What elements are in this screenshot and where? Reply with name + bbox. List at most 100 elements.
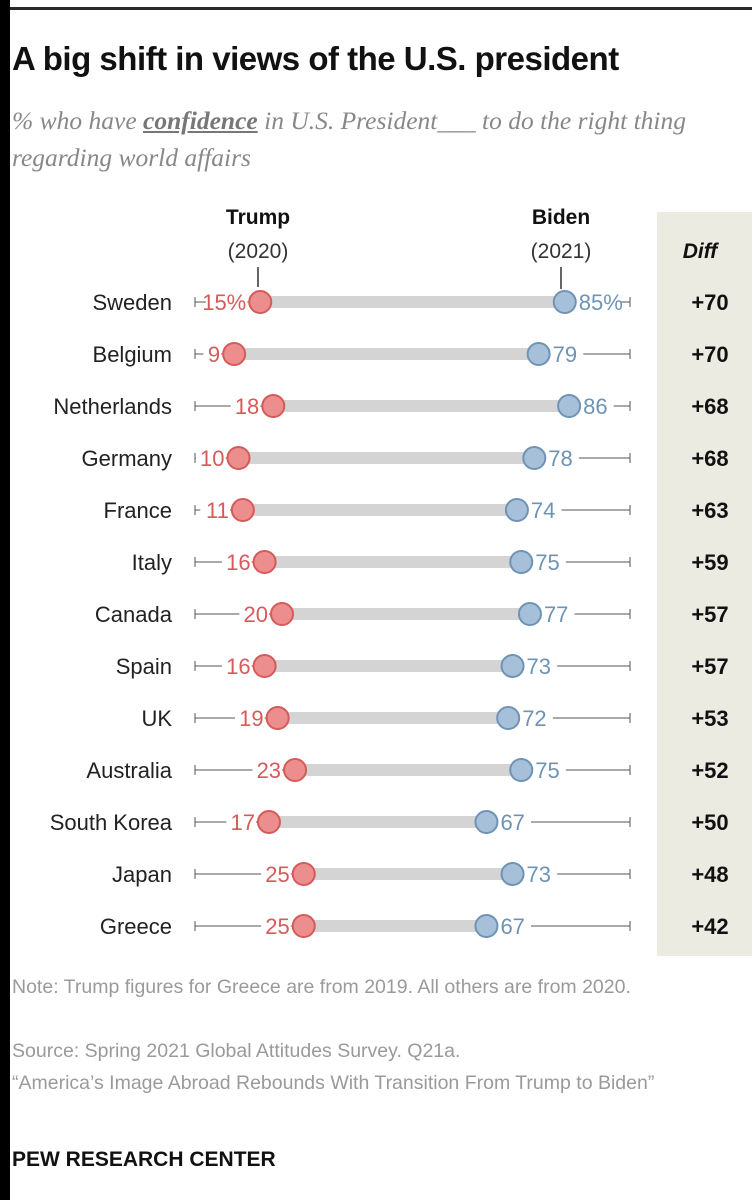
diff-value: +70 [691,290,728,315]
label-mask [580,393,614,419]
country-label: UK [141,706,172,731]
biden-value-label: 75 [535,550,559,575]
pew-research-center-logo-text: PEW RESEARCH CENTER [12,1148,276,1171]
biden-value-label: 85% [579,290,623,315]
trump-dot [252,550,277,574]
subtitle-before: % who have [12,106,144,135]
biden-header-year: (2021) [531,240,592,263]
trump-value-label: 18 [235,394,259,419]
range-bar [273,400,570,412]
country-label: Spain [116,654,172,679]
chart-rows: Sweden 15% 85% +70 Belgium 9 79 +70 Netherlands 1… [50,289,729,939]
biden-value-label: 79 [553,342,577,367]
label-mask [261,913,291,939]
diff-value: +52 [691,758,728,783]
range-bar [282,608,530,620]
subtitle-after: in U.S. President___ to do the right thi… [12,106,687,172]
label-mask [195,445,226,471]
biden-value-label: 73 [527,862,551,887]
trump-value-label: 11 [206,498,229,523]
range-bar [264,556,522,568]
label-mask [532,757,566,783]
diff-value: +68 [691,394,728,419]
trump-value-label: 10 [200,446,224,471]
biden-header-name: Biden [532,206,590,229]
range-bar [264,660,513,672]
label-mask [527,497,562,523]
country-label: Canada [95,602,173,627]
trump-value-label: 25 [265,914,289,939]
country-label: Italy [132,550,172,575]
trump-dot [265,706,290,730]
country-label: Japan [112,862,172,887]
biden-dot [557,394,582,418]
label-mask [222,549,252,575]
country-label: Germany [82,446,172,471]
trump-value-label: 17 [230,810,254,835]
trump-value-label: 23 [257,758,281,783]
biden-dot [474,914,499,938]
trump-value-label: 15% [202,290,246,315]
biden-dot [474,810,499,834]
range-bar [234,348,539,360]
report-title-note: “America’s Image Abroad Rebounds With Tr… [12,1072,655,1094]
label-mask [523,653,558,679]
chart-subtitle: % who have confidence in U.S. President_… [12,102,742,176]
trump-dot [283,758,308,782]
source-note: Source: Spring 2021 Global Attitudes Sur… [12,1040,461,1062]
diff-value: +48 [691,862,728,887]
biden-dot [526,342,551,366]
range-bar [268,816,487,828]
country-label: Belgium [93,342,172,367]
top-rule [10,7,752,10]
label-mask [545,445,579,471]
trump-dot [291,914,316,938]
diff-value: +63 [691,498,728,523]
biden-value-label: 67 [500,810,524,835]
biden-dot [509,758,534,782]
biden-dot [500,862,525,886]
country-label: Greece [100,914,172,939]
diff-value: +57 [691,654,728,679]
biden-value-label: 72 [522,706,546,731]
label-mask [523,861,558,887]
biden-value-label: 75 [535,758,559,783]
biden-value-label: 86 [583,394,607,419]
biden-dot [496,706,521,730]
trump-value-label: 16 [226,654,250,679]
label-mask [252,757,283,783]
biden-value-label: 67 [500,914,524,939]
range-bar [242,504,517,516]
label-mask [235,705,265,731]
trump-dot [222,342,247,366]
range-bar [303,868,513,880]
diff-value: +57 [691,602,728,627]
label-mask [519,705,553,731]
trump-dot [291,862,316,886]
trump-value-label: 19 [239,706,263,731]
label-mask [205,289,248,315]
label-mask [203,341,222,367]
label-mask [497,809,532,835]
diff-value: +42 [691,914,728,939]
trump-dot [256,810,281,834]
biden-dot [509,550,534,574]
diff-value: +68 [691,446,728,471]
label-mask [222,653,252,679]
label-mask [261,861,291,887]
trump-dot [248,290,273,314]
footnote: Note: Trump figures for Greece are from … [12,976,631,998]
biden-dot [504,498,529,522]
dot-plot: Trump (2020) Biden (2021) Diff Sweden 15%… [50,206,729,939]
biden-dot [500,654,525,678]
trump-dot [252,654,277,678]
trump-header-name: Trump [226,206,290,229]
chart-title: A big shift in views of the U.S. preside… [12,40,619,77]
range-bar [303,920,487,932]
diff-header: Diff [683,240,720,263]
label-mask [226,809,256,835]
label-mask [200,497,230,523]
country-label: Australia [86,758,172,783]
biden-value-label: 78 [548,446,572,471]
diff-column-background [657,212,752,956]
